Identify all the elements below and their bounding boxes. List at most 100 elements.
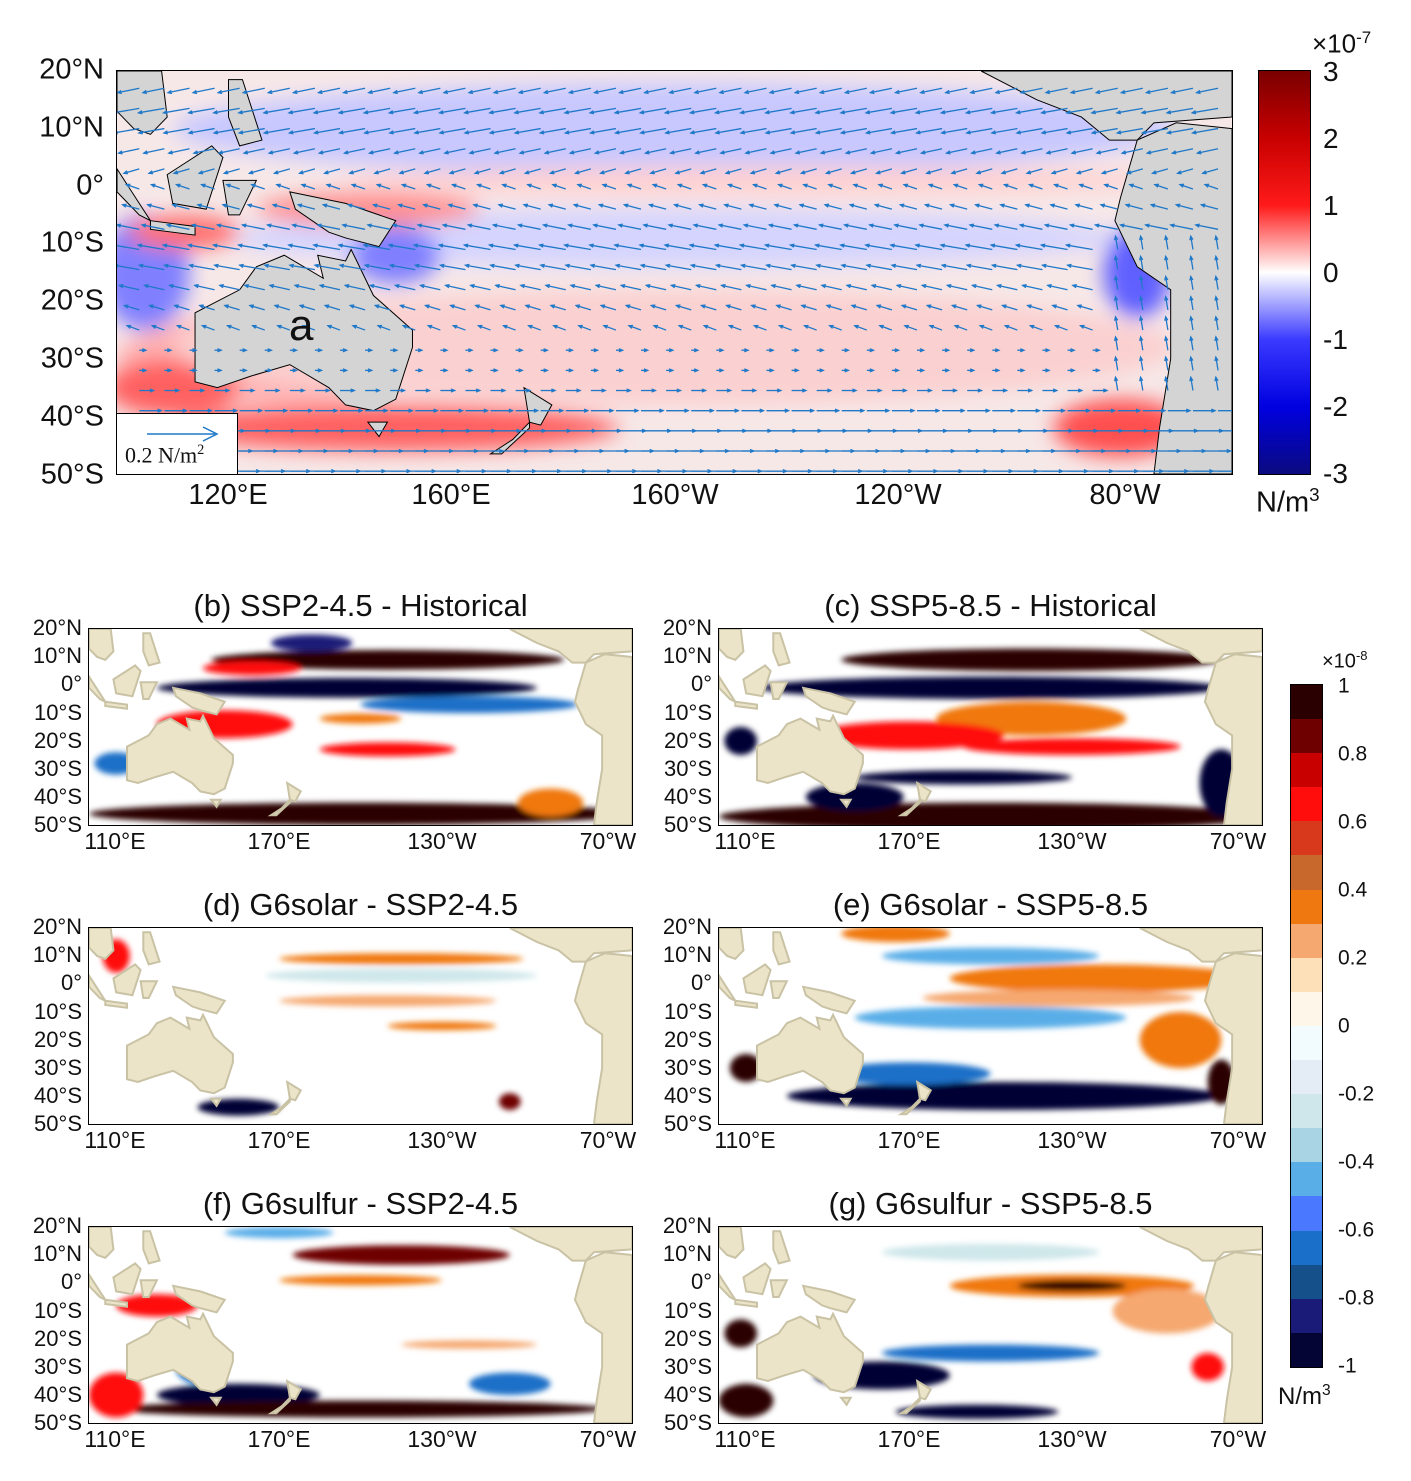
x-tick-label: 70°W bbox=[579, 828, 637, 854]
y-tick-label: 10°S bbox=[34, 998, 82, 1024]
panel-title-c: (c) SSP5-8.5 - Historical bbox=[824, 588, 1157, 623]
land-sum bbox=[719, 1272, 739, 1303]
anomaly-region bbox=[401, 1340, 537, 1349]
anomaly-region bbox=[786, 1082, 1222, 1110]
land-ng bbox=[801, 1284, 857, 1314]
x-tick-label: 70°W bbox=[1209, 1127, 1267, 1153]
y-tick-label: 10°S bbox=[664, 699, 712, 725]
exponent-text: -8 bbox=[1355, 648, 1368, 663]
colorbar-step bbox=[1291, 719, 1322, 754]
unit-exponent: 3 bbox=[1309, 484, 1320, 505]
panel-c-map-svg bbox=[719, 629, 1262, 825]
land-phl bbox=[142, 632, 161, 667]
land-cam bbox=[1139, 1227, 1262, 1262]
y-tick-label: 10°S bbox=[664, 1297, 712, 1323]
land-nz2 bbox=[897, 797, 921, 817]
land-bor bbox=[742, 963, 772, 997]
land-indo bbox=[117, 71, 168, 135]
anomaly-region bbox=[292, 1245, 510, 1265]
anomaly-region bbox=[881, 1344, 1100, 1362]
land-phl bbox=[772, 1230, 791, 1265]
y-tick-label: 30°S bbox=[664, 756, 712, 781]
land-indo bbox=[89, 1227, 115, 1259]
colorbar-tick-label: 0 bbox=[1338, 1014, 1350, 1038]
wind-stress-vectors bbox=[117, 87, 1232, 474]
anomaly-region bbox=[1053, 399, 1188, 457]
y-tick-label: 0° bbox=[76, 169, 104, 202]
unit-text: N/m bbox=[1256, 486, 1310, 519]
map-panel-c bbox=[718, 628, 1263, 826]
land-sum bbox=[89, 1272, 109, 1303]
y-tick-label: 10°N bbox=[39, 111, 104, 144]
land-ng bbox=[801, 686, 857, 716]
land-sum bbox=[89, 674, 109, 705]
colorbar-step bbox=[1291, 753, 1322, 788]
x-tick-label: 80°W bbox=[1089, 479, 1161, 511]
land-ng bbox=[171, 1284, 227, 1314]
y-tick-label: 20°S bbox=[664, 727, 712, 753]
land-ng bbox=[171, 686, 227, 716]
x-tick-label: 70°W bbox=[1209, 828, 1267, 854]
land-sum bbox=[719, 973, 739, 1004]
colorbar-tick-label: 1 bbox=[1323, 190, 1339, 221]
land-cam bbox=[1139, 629, 1262, 664]
land-phl bbox=[772, 931, 791, 966]
y-tick-label: 30°S bbox=[34, 756, 82, 781]
land-indo bbox=[719, 928, 745, 960]
x-tick-label: 130°W bbox=[1037, 1127, 1107, 1153]
land-cam bbox=[509, 629, 632, 664]
y-tick-label: 50°S bbox=[664, 1410, 712, 1436]
land-sul bbox=[139, 980, 159, 999]
anomaly-region bbox=[156, 678, 537, 698]
anomaly-region bbox=[922, 989, 1195, 1007]
land-bor bbox=[112, 664, 142, 698]
colorbar-a bbox=[1258, 70, 1311, 475]
land-cam bbox=[509, 1227, 632, 1262]
land-nz1 bbox=[915, 1378, 933, 1401]
colorbar-step bbox=[1291, 1298, 1322, 1333]
panel-title-f: (f) G6sulfur - SSP2-4.5 bbox=[202, 1186, 519, 1221]
x-tick-label: 110°E bbox=[84, 828, 146, 854]
y-tick-label: 40°S bbox=[664, 1382, 712, 1408]
colorbar-step bbox=[1291, 787, 1322, 822]
y-tick-label: 0° bbox=[60, 671, 82, 697]
colorbar-tick-label: 3 bbox=[1323, 56, 1339, 87]
land-tas bbox=[839, 1097, 853, 1108]
colorbar-tick-label: 0.8 bbox=[1338, 742, 1368, 766]
land-nz2 bbox=[488, 420, 531, 455]
land-aus bbox=[126, 1311, 234, 1394]
map-panel-a: a 0.2 N/m2 bbox=[116, 70, 1233, 475]
colorbar-step bbox=[1291, 889, 1322, 924]
map-panel-b bbox=[88, 628, 633, 826]
colorbar-tick-label: 0.6 bbox=[1338, 810, 1368, 834]
colorbar-step bbox=[1291, 991, 1322, 1026]
land-jav bbox=[734, 700, 759, 710]
anomaly-region bbox=[156, 1383, 320, 1407]
anomaly-region bbox=[340, 165, 1177, 195]
land-sul bbox=[139, 681, 159, 700]
land-cam bbox=[509, 928, 632, 963]
x-tick-label: 130°W bbox=[407, 828, 477, 854]
anomaly-region bbox=[841, 928, 950, 942]
land-nz2 bbox=[267, 1096, 291, 1116]
land-jav bbox=[104, 1298, 129, 1308]
anomaly-region bbox=[224, 1227, 334, 1239]
colorbar-step bbox=[1291, 1128, 1322, 1163]
y-tick-label: 30°S bbox=[664, 1055, 712, 1080]
x-tick-label: 160°E bbox=[411, 479, 491, 511]
land-sum bbox=[89, 973, 109, 1004]
x-tick-label: 170°E bbox=[247, 1426, 311, 1452]
y-tick-label: 20°N bbox=[32, 914, 82, 939]
anomaly-region bbox=[1017, 1280, 1127, 1292]
panel-title-b: (b) SSP2-4.5 - Historical bbox=[193, 588, 528, 623]
anomaly-region bbox=[1191, 1353, 1224, 1381]
panel-e-map-svg bbox=[719, 928, 1262, 1124]
land-tas bbox=[839, 798, 853, 809]
y-tick-label: 10°S bbox=[34, 699, 82, 725]
map-panel-f bbox=[88, 1226, 633, 1424]
anomaly-region bbox=[469, 1372, 551, 1395]
land-nz2 bbox=[897, 1395, 921, 1415]
map-panel-d bbox=[88, 927, 633, 1125]
colorbar-small-unit: N/m3 bbox=[1278, 1382, 1331, 1411]
anomaly-region bbox=[319, 713, 402, 724]
